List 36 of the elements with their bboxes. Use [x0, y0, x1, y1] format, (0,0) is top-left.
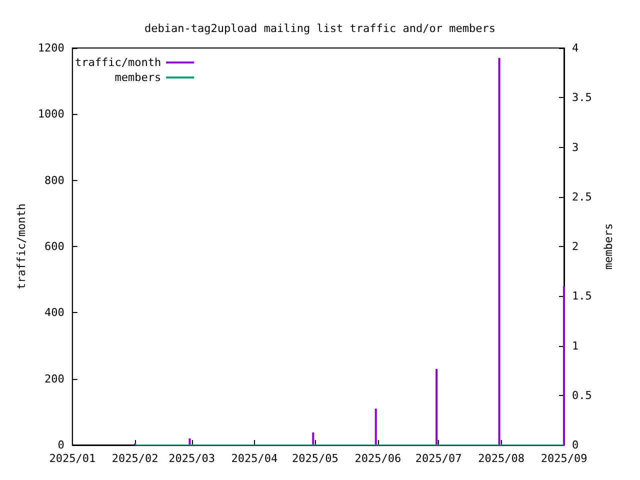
- y2-tick-label: 1.5: [572, 290, 592, 303]
- y2-tick-label: 2: [572, 240, 579, 253]
- y2-tick-label: 0: [572, 438, 579, 452]
- y-axis-title: traffic/month: [15, 203, 28, 290]
- x-tick-label: 2025/06: [354, 452, 402, 465]
- y-tick-label: 1200: [38, 42, 64, 54]
- y2-tick-label: 1: [572, 339, 579, 352]
- bar: [374, 408, 377, 445]
- x-tick-label: 2025/05: [292, 452, 338, 465]
- bar: [436, 368, 438, 445]
- x-tick-label: 2025/04: [231, 452, 278, 465]
- y-tick-label: 600: [44, 240, 64, 253]
- legend-label: members: [114, 71, 162, 84]
- y-tick-label: 1000: [38, 108, 64, 121]
- y2-tick-label: 3.5: [572, 91, 592, 104]
- y2-tick-label: 2.5: [572, 190, 592, 204]
- bar: [312, 432, 314, 445]
- y2-tick-label: 0.5: [572, 388, 592, 402]
- x-tick-label: 2025/03: [168, 452, 215, 465]
- x-tick-label: 2025/09: [540, 452, 588, 465]
- x-tick-label: 2025/08: [478, 452, 524, 465]
- bar: [563, 286, 565, 445]
- x-tick-label: 2025/07: [415, 452, 462, 465]
- x-tick-label: 2025/01: [49, 452, 96, 465]
- y-tick-label: 400: [44, 306, 64, 320]
- legend-label: traffic/month: [75, 56, 162, 69]
- y-tick-label: 800: [44, 174, 64, 187]
- bar: [498, 58, 500, 445]
- x-tick-label: 2025/02: [112, 452, 158, 465]
- chart-title: debian-tag2upload mailing list traffic and/or members: [144, 22, 496, 35]
- y-tick-label: 200: [44, 372, 64, 386]
- y2-axis-title: members: [602, 223, 615, 270]
- bar: [188, 438, 191, 445]
- y2-tick-label: 4: [572, 42, 579, 54]
- y2-tick-label: 3: [572, 140, 579, 154]
- y-tick-label: 0: [58, 438, 64, 452]
